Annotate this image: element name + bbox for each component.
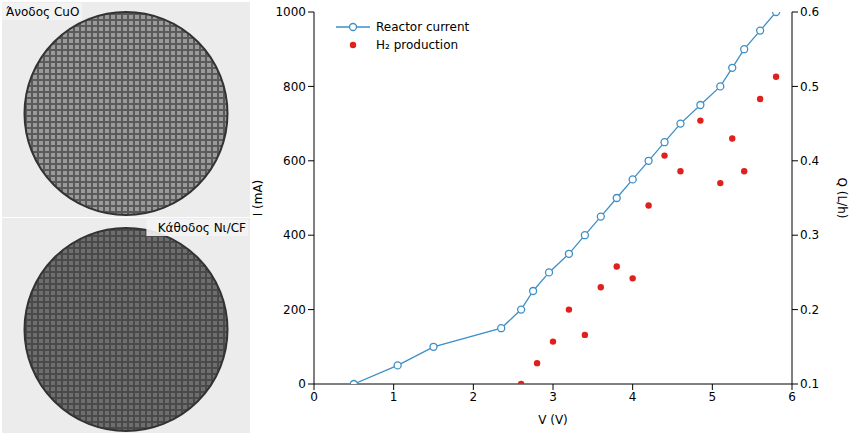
svg-text:0.2: 0.2	[800, 303, 819, 317]
svg-text:5: 5	[709, 390, 717, 404]
svg-text:200: 200	[283, 303, 306, 317]
svg-text:2: 2	[470, 390, 478, 404]
svg-text:3: 3	[549, 390, 557, 404]
html-text:Reactor current: Reactor current	[376, 20, 470, 34]
svg-text:0: 0	[298, 377, 306, 391]
svg-text:V (V): V (V)	[538, 413, 568, 427]
svg-text:400: 400	[283, 228, 306, 242]
svg-text:Κάθοδος Nι/CF: Κάθοδος Nι/CF	[158, 221, 246, 235]
svg-text:800: 800	[283, 80, 306, 94]
svg-text:0: 0	[310, 390, 318, 404]
svg-text:Άνοδος CuO: Άνοδος CuO	[6, 5, 79, 19]
svg-text:1: 1	[390, 390, 398, 404]
svg-text:0.6: 0.6	[800, 5, 819, 19]
svg-text:1000: 1000	[275, 5, 306, 19]
svg-text:I (mA): I (mA)	[252, 180, 265, 217]
svg-text:0.3: 0.3	[800, 228, 819, 242]
svg-text:0.5: 0.5	[800, 80, 819, 94]
svg-text:6: 6	[788, 390, 796, 404]
svg-text:0.4: 0.4	[800, 154, 819, 168]
svg-text:0.1: 0.1	[800, 377, 819, 391]
html-text:H₂ production: H₂ production	[376, 38, 459, 52]
svg-text:600: 600	[283, 154, 306, 168]
svg-text:4: 4	[629, 390, 637, 404]
svg-text:Q (L/h): Q (L/h)	[835, 178, 849, 219]
